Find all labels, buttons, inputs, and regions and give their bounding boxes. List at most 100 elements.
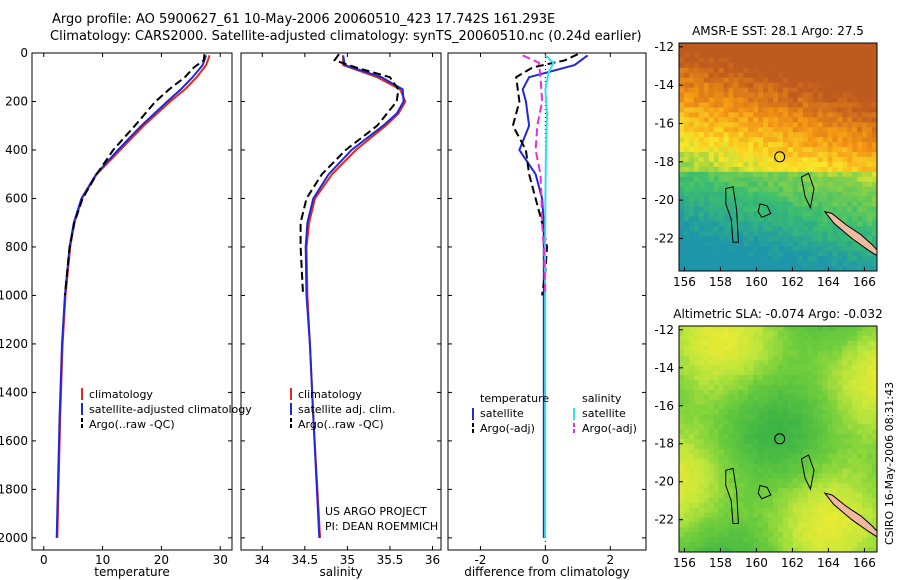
map-cell bbox=[852, 166, 858, 173]
map-cell bbox=[812, 236, 818, 242]
map-cell bbox=[773, 87, 779, 93]
map-cell bbox=[758, 493, 764, 499]
map-cell bbox=[867, 340, 873, 347]
map-cell bbox=[723, 92, 729, 98]
map-cell bbox=[832, 380, 838, 386]
map-cell bbox=[728, 261, 734, 267]
map-cell bbox=[837, 389, 843, 396]
map-cell bbox=[812, 350, 818, 356]
map-cell bbox=[708, 62, 715, 69]
map-cell bbox=[738, 439, 744, 445]
map-cell bbox=[708, 419, 715, 425]
map-cell bbox=[778, 206, 784, 212]
map-cell bbox=[683, 335, 690, 342]
map-cell bbox=[867, 92, 873, 98]
map-cell bbox=[797, 201, 804, 207]
map-cell bbox=[837, 171, 843, 178]
map-cell bbox=[768, 380, 774, 386]
map-cell bbox=[817, 102, 823, 108]
map-cell bbox=[792, 171, 799, 178]
map-cell bbox=[827, 360, 833, 366]
map-cell bbox=[847, 468, 853, 474]
map-cell bbox=[797, 266, 804, 272]
map-cell bbox=[713, 161, 719, 168]
map-cell bbox=[827, 512, 833, 519]
map-cell bbox=[703, 527, 710, 533]
map-cell bbox=[842, 360, 848, 366]
map-cell bbox=[708, 43, 715, 49]
map-cell bbox=[708, 439, 715, 445]
map-cell bbox=[743, 241, 749, 247]
map-cell bbox=[782, 355, 789, 361]
map-cell bbox=[743, 370, 749, 376]
map-cell bbox=[708, 147, 715, 153]
map-cell bbox=[802, 157, 809, 163]
map-cell bbox=[723, 216, 729, 222]
map-cell bbox=[787, 380, 794, 386]
map-cell bbox=[822, 537, 828, 543]
map-cell bbox=[827, 542, 833, 548]
map-cell bbox=[708, 443, 715, 450]
map-cell bbox=[807, 404, 814, 410]
map-cell bbox=[763, 463, 769, 469]
map-cell bbox=[743, 107, 749, 113]
map-cell bbox=[763, 181, 769, 188]
map-cell bbox=[723, 488, 729, 494]
map-cell bbox=[733, 251, 739, 257]
map-cell bbox=[852, 147, 858, 153]
map-cell bbox=[867, 72, 873, 79]
map-cell bbox=[718, 468, 724, 474]
map-cell bbox=[842, 512, 848, 519]
map-cell bbox=[842, 448, 848, 455]
map-cell bbox=[817, 261, 823, 267]
map-cell bbox=[768, 102, 774, 108]
map-cell bbox=[797, 370, 804, 376]
map-cell bbox=[857, 82, 863, 89]
map-cell bbox=[837, 453, 843, 460]
map-cell bbox=[812, 483, 818, 489]
map-cell bbox=[867, 483, 873, 489]
map-cell bbox=[688, 181, 695, 188]
map-cell bbox=[842, 261, 848, 267]
map-cell bbox=[738, 62, 744, 69]
map-cell bbox=[857, 547, 863, 553]
map-cell bbox=[792, 52, 799, 59]
map-cell bbox=[703, 330, 710, 337]
map-cell bbox=[782, 186, 789, 193]
map-cell bbox=[787, 241, 794, 247]
map-cell bbox=[842, 137, 848, 143]
map-cell bbox=[847, 112, 853, 118]
map-cell bbox=[738, 77, 744, 84]
map-cell bbox=[698, 251, 705, 257]
map-cell bbox=[862, 399, 868, 406]
map-cell bbox=[822, 414, 828, 420]
map-cell bbox=[718, 221, 724, 227]
reef-contour bbox=[800, 454, 815, 491]
map-cell bbox=[728, 478, 734, 484]
map-cell bbox=[802, 43, 809, 49]
map-cell bbox=[708, 497, 715, 504]
map-cell bbox=[797, 62, 804, 69]
map-cell bbox=[708, 47, 715, 54]
map-cell bbox=[713, 330, 719, 337]
y-tick-label: 1200 bbox=[0, 337, 28, 351]
map-cell bbox=[867, 439, 873, 445]
map-cell bbox=[792, 142, 799, 148]
map-cell bbox=[713, 473, 719, 479]
map-cell bbox=[693, 468, 700, 474]
map-cell bbox=[758, 107, 764, 113]
map-cell bbox=[748, 266, 754, 272]
map-cell bbox=[758, 216, 764, 222]
map-cell bbox=[802, 424, 809, 430]
map-cell bbox=[847, 117, 853, 123]
map-cell bbox=[703, 493, 710, 499]
map-cell bbox=[753, 132, 759, 138]
map-cell bbox=[802, 389, 809, 396]
map-cell bbox=[718, 350, 724, 356]
map-cell bbox=[778, 439, 784, 445]
map-cell bbox=[723, 72, 729, 79]
map-cell bbox=[763, 226, 769, 232]
map-cell bbox=[718, 47, 724, 54]
map-cell bbox=[718, 161, 724, 168]
map-cell bbox=[748, 246, 754, 252]
